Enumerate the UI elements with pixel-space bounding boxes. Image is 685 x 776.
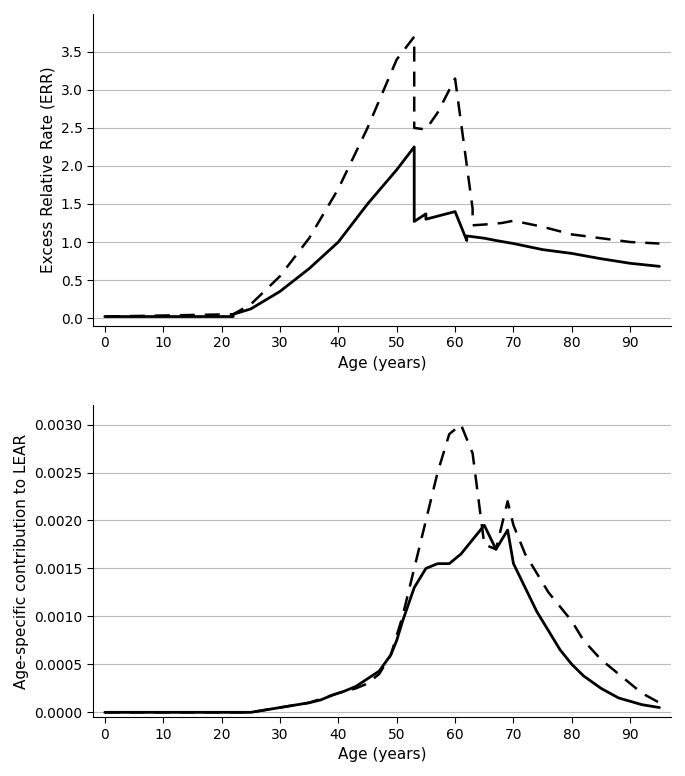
X-axis label: Age (years): Age (years): [338, 747, 426, 762]
Y-axis label: Age-specific contribution to LEAR: Age-specific contribution to LEAR: [14, 434, 29, 689]
Y-axis label: Excess Relative Rate (ERR): Excess Relative Rate (ERR): [40, 67, 55, 273]
X-axis label: Age (years): Age (years): [338, 355, 426, 371]
